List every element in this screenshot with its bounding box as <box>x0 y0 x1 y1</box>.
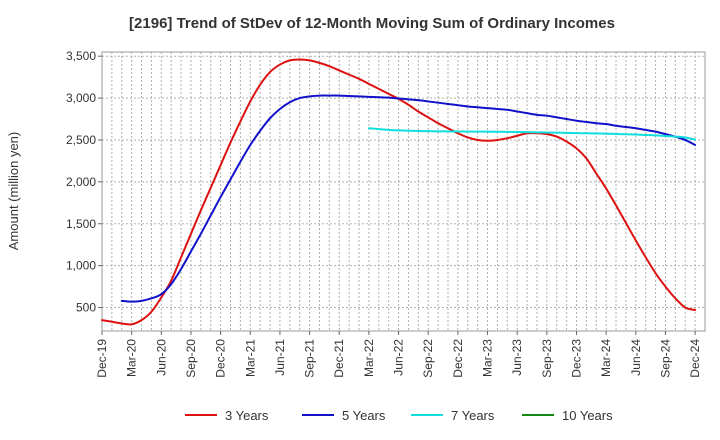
series-line-7-years <box>367 127 697 141</box>
y-tick-label: 3,500 <box>66 49 96 63</box>
x-tick-label: Jun-22 <box>392 339 406 376</box>
x-tick-label: Dec-23 <box>569 339 583 378</box>
x-tick-label: Dec-21 <box>332 339 346 378</box>
x-tick-label: Jun-21 <box>273 339 287 376</box>
x-tick-label: Mar-21 <box>243 339 257 377</box>
x-axis-ticks: Dec-19 Mar-20 Jun-20 Sep-20 Dec-20 Mar-21 Jun-… <box>95 331 702 378</box>
x-tick-label: Mar-23 <box>481 339 495 377</box>
legend-label-7-years: 7 Years <box>451 408 495 423</box>
x-tick-label: Dec-24 <box>688 339 702 378</box>
chart-title: [2196] Trend of StDev of 12-Month Moving… <box>129 15 615 32</box>
y-tick-label: 1,500 <box>66 217 96 231</box>
y-tick-label: 2,500 <box>66 133 96 147</box>
x-tick-label: Sep-23 <box>540 339 554 378</box>
plot-area-frame <box>101 51 706 332</box>
legend-label-5-years: 5 Years <box>342 408 386 423</box>
legend-label-3-years: 3 Years <box>225 408 269 423</box>
x-tick-label: Sep-22 <box>421 339 435 378</box>
x-tick-label: Mar-22 <box>362 339 376 377</box>
x-tick-label: Jun-23 <box>510 339 524 376</box>
y-tick-label: 2,000 <box>66 175 96 189</box>
x-tick-label: Mar-20 <box>125 339 139 377</box>
x-tick-label: Sep-20 <box>184 339 198 378</box>
x-tick-label: Dec-22 <box>451 339 465 378</box>
legend: 3 Years 5 Years 7 Years 10 Years <box>185 408 613 423</box>
y-axis-label: Amount (million yen) <box>6 132 21 251</box>
series-lines <box>101 58 697 326</box>
legend-label-10-years: 10 Years <box>562 408 613 423</box>
x-tick-label: Sep-24 <box>658 339 672 378</box>
x-tick-label: Dec-19 <box>95 339 109 378</box>
x-tick-label: Jun-24 <box>629 339 643 376</box>
x-tick-label: Dec-20 <box>214 339 228 378</box>
grid <box>102 52 705 331</box>
series-line-5-years <box>120 94 697 303</box>
y-tick-label: 1,000 <box>66 259 96 273</box>
x-tick-label: Jun-20 <box>154 339 168 376</box>
y-axis-ticks: 500 1,000 1,500 2,000 2,500 3,000 3,500 <box>66 49 102 315</box>
x-tick-label: Sep-21 <box>303 339 317 378</box>
y-tick-label: 3,000 <box>66 91 96 105</box>
x-tick-label: Mar-24 <box>599 339 613 377</box>
y-tick-label: 500 <box>76 301 96 315</box>
